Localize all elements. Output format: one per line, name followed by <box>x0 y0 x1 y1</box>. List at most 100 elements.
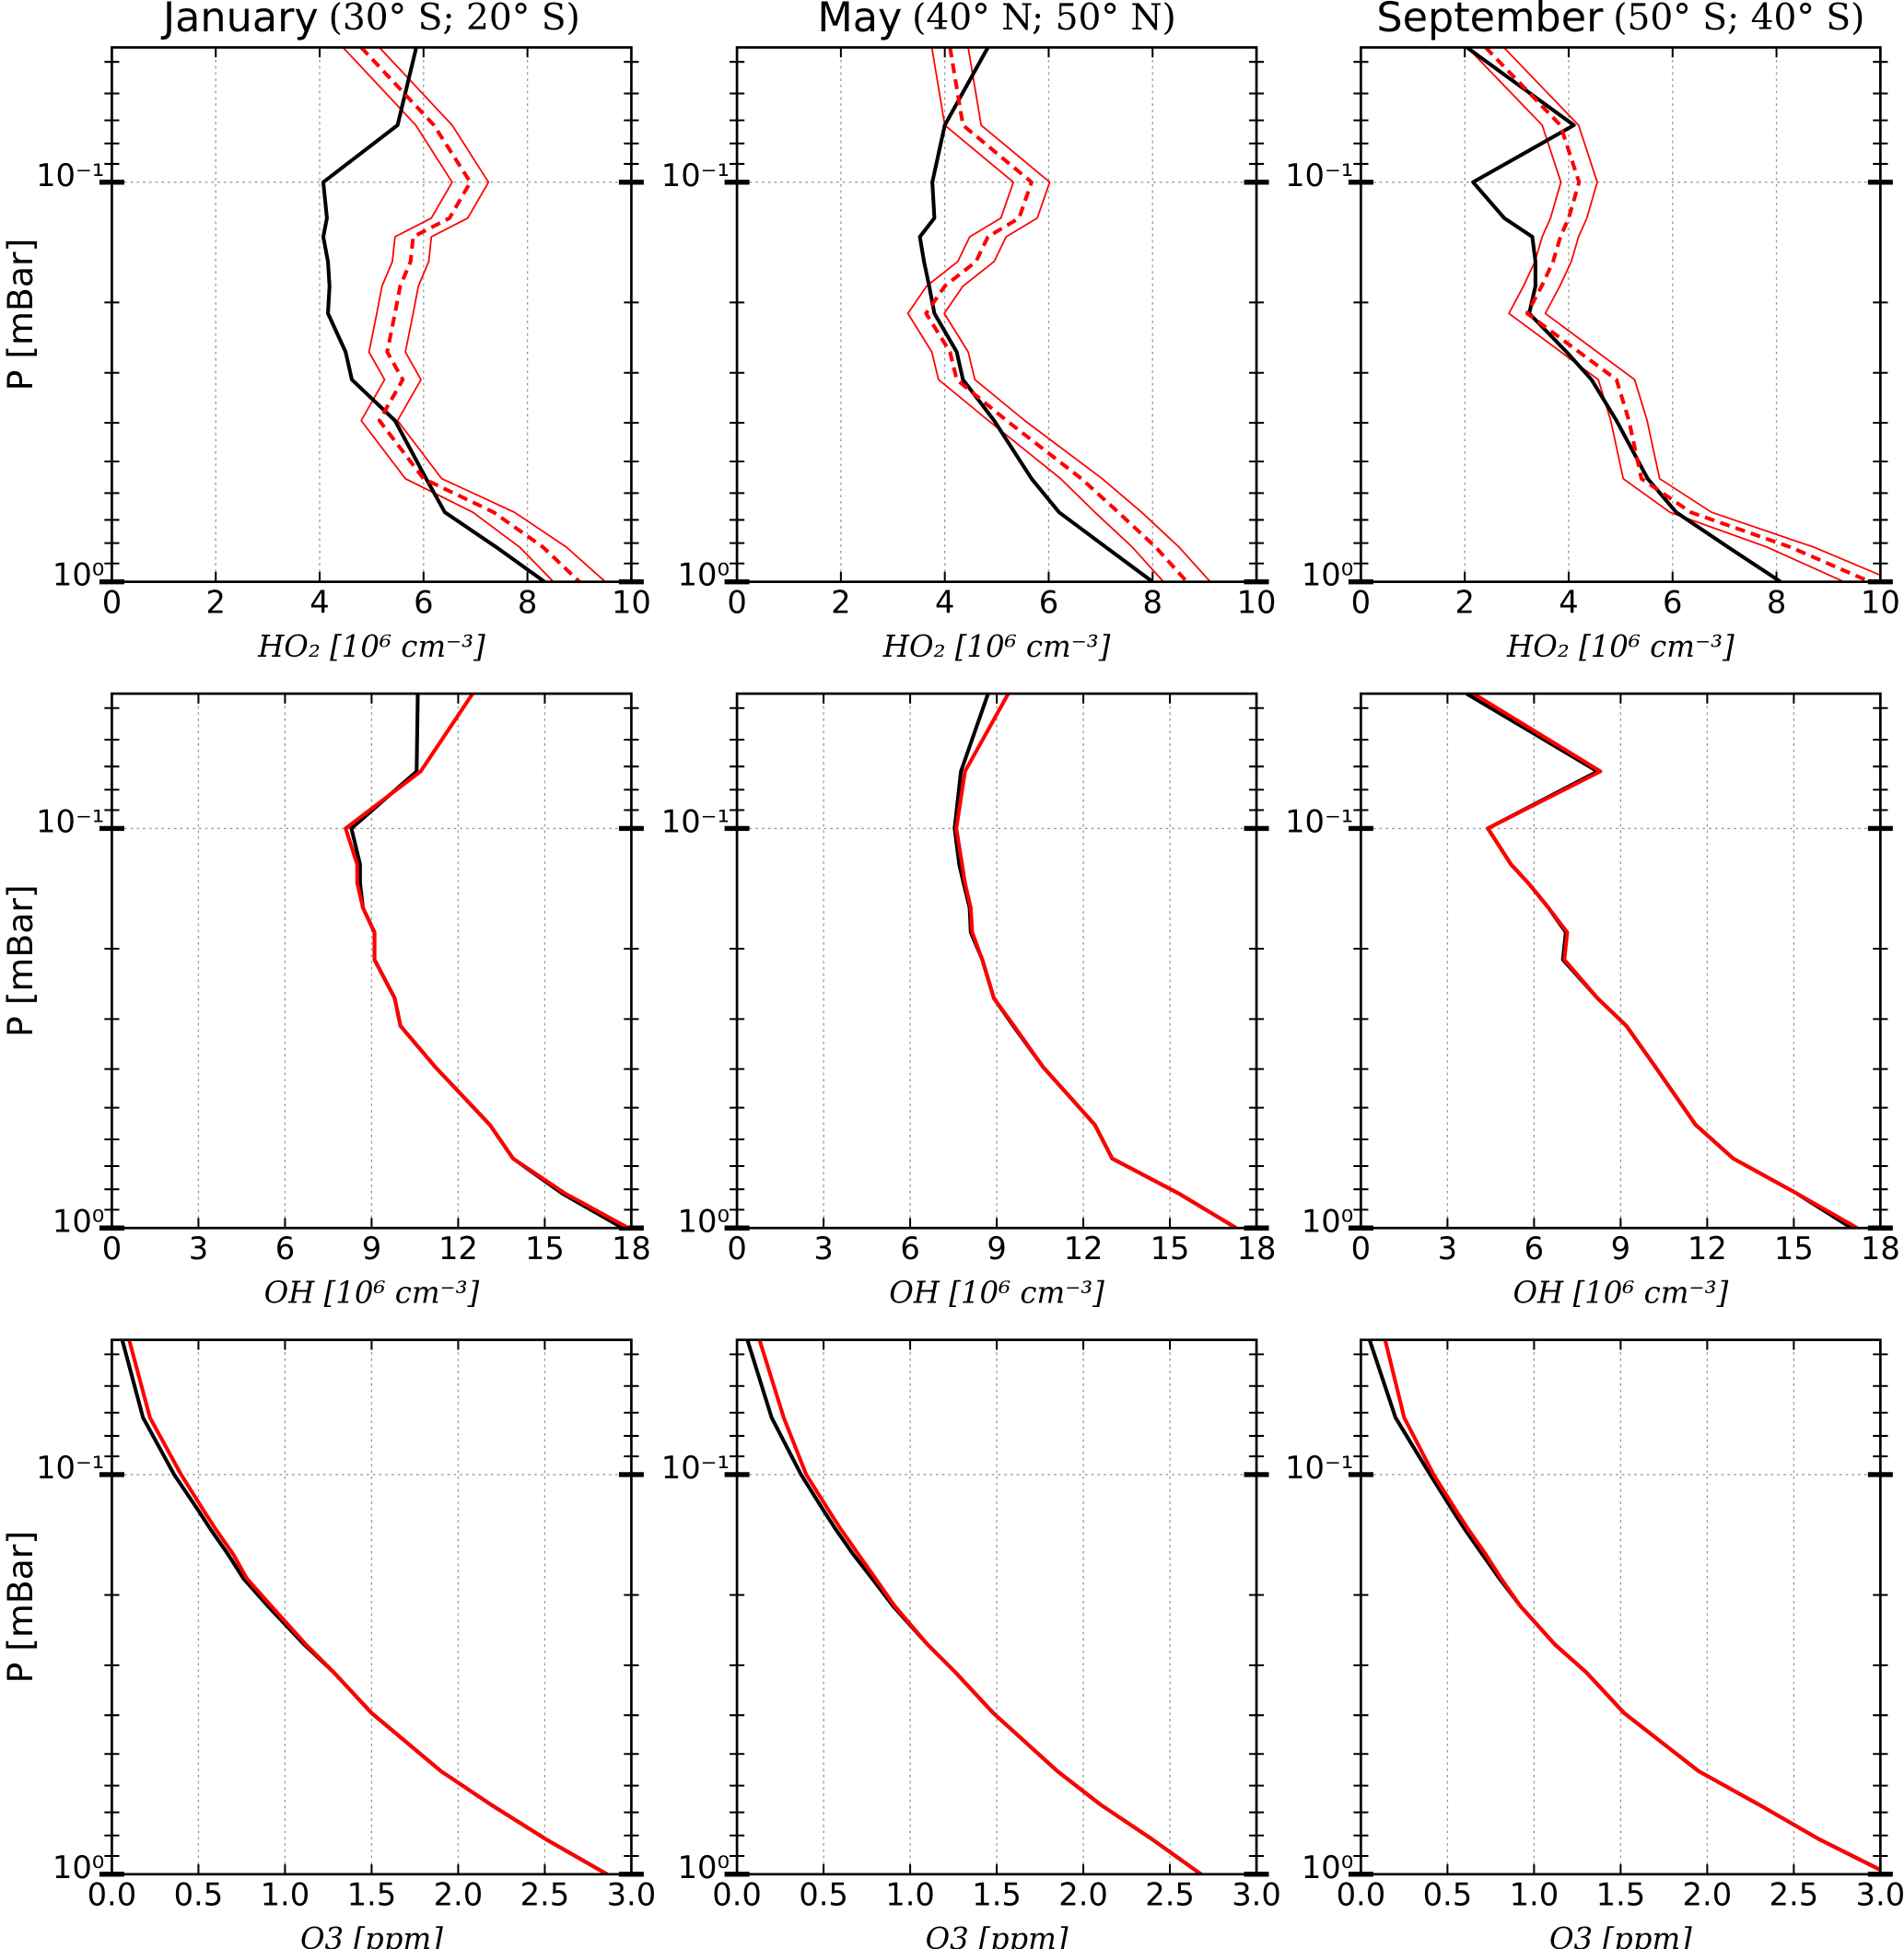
panel: 0 2 4 6 8 10 10⁻¹ 10⁰ HO₂ [10⁶ cm⁻³] May (40° N; 5… <box>661 0 1277 664</box>
plot-area <box>745 1339 1203 1874</box>
x-tick-label: 1.5 <box>972 1877 1022 1913</box>
x-axis-label: O3 [ppm] <box>926 1921 1069 1949</box>
x-tick-label: 12 <box>438 1231 478 1266</box>
x-tick-label: 4 <box>935 584 954 620</box>
x-tick-label: 8 <box>518 584 537 620</box>
y-tick-label: 10⁰ <box>1302 1203 1353 1239</box>
plot-area <box>1466 694 1859 1229</box>
y-axis-label: P [mBar] <box>0 884 41 1037</box>
data-line <box>342 47 555 582</box>
x-tick-label: 6 <box>900 1231 919 1266</box>
x-tick-label: 2 <box>831 584 850 620</box>
data-line <box>1502 47 1881 577</box>
chart-title: September (50° S; 40° S) <box>1376 0 1864 41</box>
y-tick-label: 10⁻¹ <box>1285 158 1353 193</box>
plot-area <box>906 47 1211 582</box>
y-tick-label: 10⁰ <box>1302 1850 1353 1885</box>
x-tick-label: 18 <box>1861 1231 1900 1266</box>
y-tick-label: 10⁻¹ <box>661 803 730 839</box>
x-tick-label: 3.0 <box>607 1877 657 1913</box>
x-tick-label: 9 <box>987 1231 1006 1266</box>
x-tick-label: 2 <box>1454 584 1474 620</box>
x-tick-label: 1.0 <box>261 1877 310 1913</box>
axes-frame <box>735 46 1258 583</box>
x-tick-label: 6 <box>1039 584 1058 620</box>
x-tick-label: 18 <box>1237 1231 1277 1266</box>
panel: 0.0 0.5 1.0 1.5 2.0 2.5 3.0 10⁻¹ 10⁰ O3 [ppm] <box>661 1338 1281 1949</box>
x-tick-label: 6 <box>275 1231 295 1266</box>
y-tick-label: 10⁰ <box>678 557 730 593</box>
data-line <box>917 47 1154 582</box>
data-line <box>1484 47 1871 582</box>
x-axis-label: O3 [ppm] <box>1549 1921 1692 1949</box>
x-tick-label: 2.5 <box>1145 1877 1195 1913</box>
x-axis-label: OH [10⁶ cm⁻³] <box>264 1276 480 1311</box>
x-tick-label: 2 <box>205 584 225 620</box>
y-tick-label: 10⁰ <box>53 1850 104 1885</box>
data-line <box>906 47 1164 582</box>
x-tick-label: 15 <box>1151 1231 1190 1266</box>
x-tick-label: 1.0 <box>1510 1877 1559 1913</box>
data-line <box>349 694 625 1229</box>
data-line <box>1466 47 1845 582</box>
axes-frame <box>111 1338 633 1876</box>
x-tick-label: 9 <box>362 1231 381 1266</box>
y-tick-label: 10⁰ <box>53 1203 104 1239</box>
axes-frame <box>1360 46 1882 583</box>
x-tick-label: 0 <box>102 584 122 620</box>
x-tick-label: 3 <box>1438 1231 1457 1266</box>
plot-area <box>321 47 606 582</box>
axes-frame <box>735 1338 1258 1876</box>
plot-area <box>1367 1339 1881 1873</box>
x-tick-label: 1.5 <box>1596 1877 1646 1913</box>
x-tick-label: 1.0 <box>885 1877 935 1913</box>
x-tick-label: 3 <box>813 1231 833 1266</box>
x-axis-label: HO₂ [10⁶ cm⁻³] <box>882 629 1111 664</box>
plot-area <box>344 694 630 1229</box>
x-tick-label: 2.5 <box>520 1877 570 1913</box>
y-tick-label: 10⁻¹ <box>36 1450 104 1486</box>
axes-frame <box>735 692 1258 1230</box>
data-line <box>745 1339 1203 1874</box>
x-axis-label: O3 [ppm] <box>300 1921 443 1949</box>
data-line <box>321 47 546 582</box>
x-tick-label: 0.5 <box>1423 1877 1473 1913</box>
x-tick-label: 12 <box>1688 1231 1727 1266</box>
x-tick-label: 1.5 <box>347 1877 397 1913</box>
x-tick-label: 18 <box>612 1231 651 1266</box>
x-tick-label: 15 <box>525 1231 565 1266</box>
panel: 0 3 6 9 12 15 18 10⁻¹ 10⁰ OH [10⁶ cm⁻³] <box>1285 692 1900 1311</box>
x-tick-label: 0 <box>102 1231 122 1266</box>
panel: 0.0 0.5 1.0 1.5 2.0 2.5 3.0 10⁻¹ 10⁰ O3 [ppm] <box>1285 1338 1904 1949</box>
x-axis-label: OH [10⁶ cm⁻³] <box>889 1276 1104 1311</box>
x-tick-label: 10 <box>1237 584 1277 620</box>
x-tick-label: 10 <box>1861 584 1900 620</box>
x-tick-label: 10 <box>612 584 651 620</box>
title-main: May <box>817 0 902 41</box>
x-tick-label: 6 <box>1524 1231 1544 1266</box>
y-tick-label: 10⁻¹ <box>661 158 730 193</box>
x-tick-label: 12 <box>1064 1231 1104 1266</box>
x-tick-label: 0 <box>727 1231 746 1266</box>
x-tick-label: 8 <box>1143 584 1162 620</box>
x-tick-label: 6 <box>414 584 433 620</box>
y-axis-label: P [mBar] <box>0 239 41 391</box>
title-note: (30° S; 20° S) <box>329 0 580 39</box>
x-tick-label: 3.0 <box>1856 1877 1904 1913</box>
x-tick-label: 6 <box>1663 584 1682 620</box>
data-line <box>127 1339 609 1874</box>
title-main: January <box>160 0 319 41</box>
x-tick-label: 15 <box>1774 1231 1814 1266</box>
axes-frame <box>111 692 633 1230</box>
x-axis-label: OH [10⁶ cm⁻³] <box>1513 1276 1729 1311</box>
x-tick-label: 0 <box>727 584 746 620</box>
y-tick-label: 10⁰ <box>1302 557 1353 593</box>
data-line <box>943 47 1211 582</box>
axes-frame <box>1360 1338 1882 1876</box>
plot-area <box>952 694 1238 1229</box>
y-tick-label: 10⁻¹ <box>1285 1450 1353 1486</box>
x-tick-label: 3 <box>189 1231 208 1266</box>
data-line <box>924 47 1188 582</box>
y-tick-label: 10⁰ <box>53 557 104 593</box>
